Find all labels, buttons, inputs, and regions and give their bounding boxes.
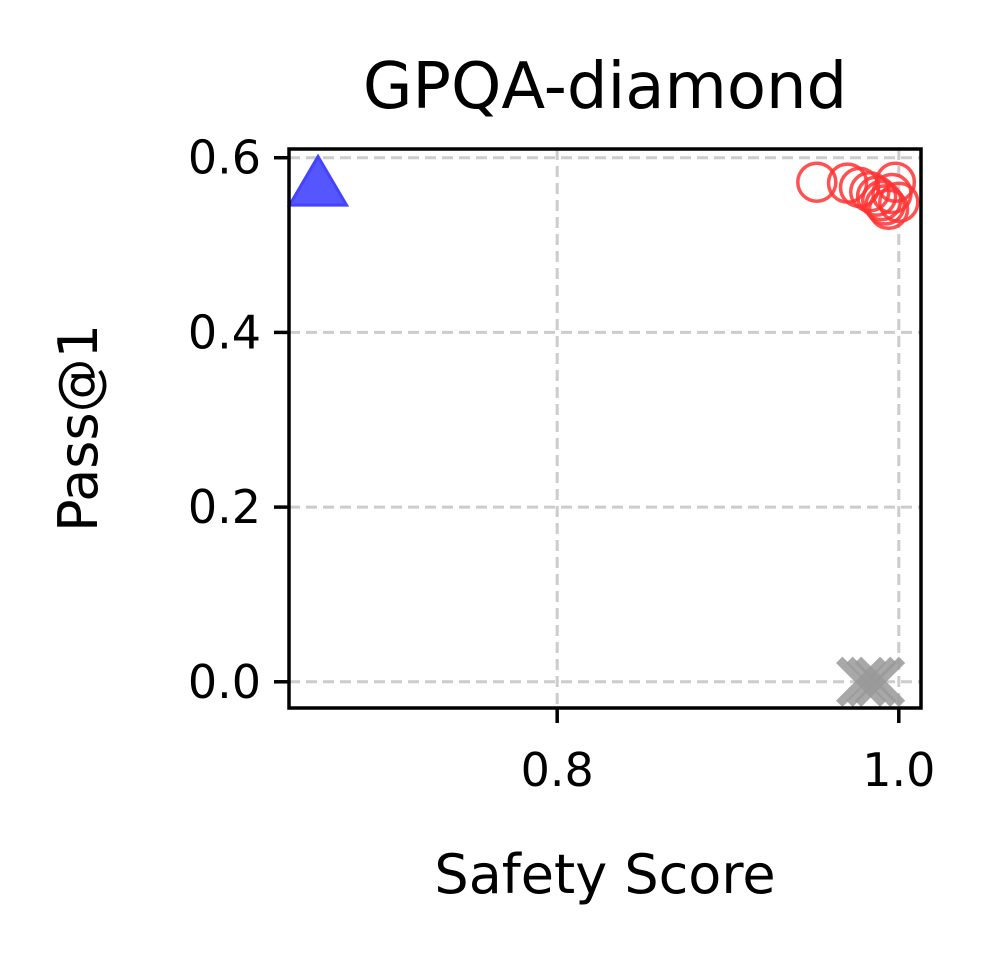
axis-ticks: 0.8 1.0 0.0 0.2 0.4 0.6 bbox=[188, 131, 936, 797]
data-point-x bbox=[846, 656, 897, 707]
x-tick-label: 1.0 bbox=[862, 743, 935, 797]
data-point-circle bbox=[874, 161, 917, 203]
data-point-circle bbox=[867, 188, 910, 231]
y-tick-label: 0.2 bbox=[188, 480, 261, 534]
data-point-circle bbox=[864, 184, 906, 226]
x-tick-label: 0.8 bbox=[521, 743, 594, 797]
y-tick-label: 0.0 bbox=[188, 655, 261, 709]
data-markers bbox=[286, 153, 920, 707]
chart-title: GPQA-diamond bbox=[363, 50, 847, 124]
y-tick-label: 0.4 bbox=[188, 305, 261, 359]
data-point-triangle bbox=[286, 153, 350, 207]
plot-area-frame bbox=[287, 147, 923, 710]
data-point-circle bbox=[878, 181, 920, 224]
data-point-circle bbox=[796, 161, 838, 203]
data-point-x bbox=[854, 656, 906, 707]
data-point-x bbox=[836, 656, 887, 707]
x-axis-title: Safety Score bbox=[434, 843, 775, 906]
y-axis-title: Pass@1 bbox=[47, 324, 110, 532]
y-tick-label: 0.6 bbox=[188, 131, 261, 185]
grid-lines bbox=[289, 149, 921, 708]
